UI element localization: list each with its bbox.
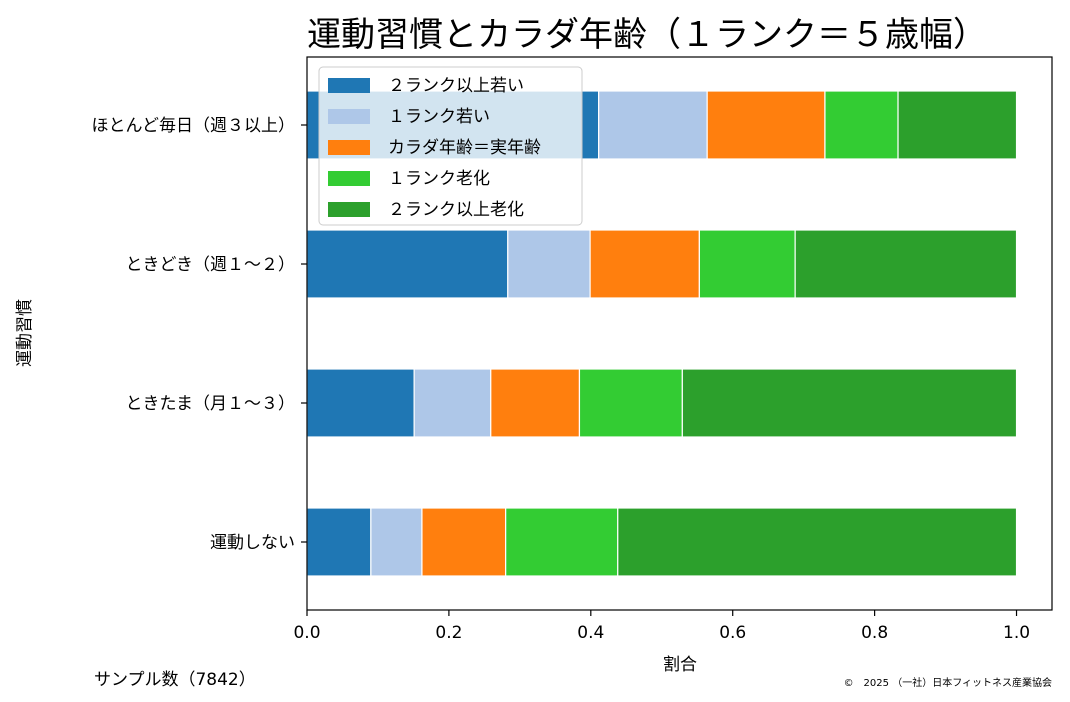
x-axis-label: 割合: [663, 655, 697, 675]
x-tick-label: 0.2: [435, 623, 462, 643]
x-tick-label: 0.0: [293, 623, 320, 643]
legend-swatch-3: [328, 171, 370, 186]
axes-layer: 0.0 0.2 0.4 0.6 0.8 1.0 ほとんど毎日（週３以上） ときどき（週１～２）…: [92, 116, 1031, 643]
plot-frame: [306, 56, 1053, 611]
bar-segment-3-3: [505, 507, 619, 577]
bar-segment-1-4: [794, 229, 1018, 299]
bar-segment-0-2: [706, 90, 826, 160]
bars-layer: [306, 90, 1018, 577]
legend-swatch-0: [328, 78, 370, 93]
legend-label-2: カラダ年齢＝実年齢: [388, 138, 541, 158]
x-tick-label: 0.4: [577, 623, 604, 643]
y-axis-label: 運動習慣: [15, 299, 35, 367]
bar-segment-0-3: [824, 90, 899, 160]
y-tick-label: 運動しない: [210, 533, 295, 553]
legend-label-1: １ランク若い: [388, 107, 490, 127]
y-tick-label: ときどき（週１～２）: [126, 255, 296, 275]
chart-title: 運動習慣とカラダ年齢（１ランク＝５歳幅）: [307, 15, 987, 55]
bar-segment-1-3: [698, 229, 796, 299]
bar-segment-3-4: [617, 507, 1018, 577]
legend-label-0: ２ランク以上若い: [388, 76, 524, 96]
bar-segment-2-3: [578, 368, 683, 438]
bar-segment-2-2: [490, 368, 581, 438]
copyright-note: © 2025 （一社）日本フィットネス産業協会: [843, 678, 1052, 689]
x-tick-label: 0.8: [861, 623, 888, 643]
bar-segment-3-1: [370, 507, 423, 577]
bar-segment-0-4: [897, 90, 1018, 160]
legend-swatch-2: [328, 140, 370, 155]
bar-segment-2-4: [681, 368, 1018, 438]
bar-segment-2-0: [306, 368, 415, 438]
bar-segment-3-2: [421, 507, 507, 577]
legend-label-3: １ランク老化: [388, 169, 490, 189]
bar-segment-3-0: [306, 507, 372, 577]
bar-segment-1-0: [306, 229, 509, 299]
bar-segment-2-1: [413, 368, 492, 438]
legend-label-4: ２ランク以上老化: [388, 200, 524, 220]
bar-segment-1-1: [507, 229, 591, 299]
sample-size-note: サンプル数（7842）: [94, 670, 256, 690]
bar-segment-1-2: [589, 229, 700, 299]
y-tick-label: ほとんど毎日（週３以上）: [92, 116, 296, 136]
y-tick-label: ときたま（月１～３）: [126, 394, 296, 414]
legend-box: [318, 66, 583, 226]
legend-swatch-1: [328, 109, 370, 124]
legend-swatch-4: [328, 202, 370, 217]
bar-segment-0-1: [598, 90, 708, 160]
x-tick-label: 0.6: [719, 623, 746, 643]
x-tick-label: 1.0: [1003, 623, 1030, 643]
